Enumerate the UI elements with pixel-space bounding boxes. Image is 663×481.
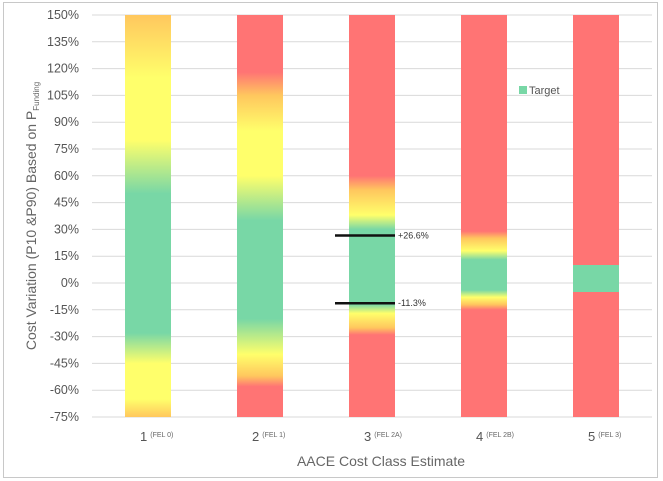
x-category-labels: 1 (FEL 0) 2 (FEL 1) 3 (FEL 2A) 4 (FEL 2B) 5 (FEL … (140, 429, 621, 444)
bar-class-1 (125, 15, 171, 417)
y-tick-label: 75% (54, 142, 79, 156)
y-tick-label: -75% (50, 410, 79, 424)
category-number: 2 (252, 429, 259, 444)
category-sub: (FEL 2B) (486, 432, 514, 439)
y-tick-label: 135% (47, 35, 79, 49)
category-sub: (FEL 1) (262, 432, 285, 439)
y-tick-label: 120% (47, 62, 79, 76)
legend-label: Target (529, 85, 560, 97)
y-tick-label: 30% (54, 222, 79, 236)
range-marker-label: -11.3% (398, 298, 426, 308)
x-category-label: 4 (FEL 2B) (476, 429, 514, 444)
x-axis-title: AACE Cost Class Estimate (297, 453, 465, 469)
y-tick-label: 105% (47, 88, 79, 102)
y-tick-label: -15% (50, 303, 79, 317)
category-sub: (FEL 3) (598, 432, 621, 439)
y-tick-label: 150% (47, 8, 79, 22)
bar-class-2 (237, 15, 283, 417)
category-number: 1 (140, 429, 147, 444)
y-tick-label: -30% (50, 330, 79, 344)
x-category-label: 1 (FEL 0) (140, 429, 173, 444)
category-number: 5 (588, 429, 595, 444)
category-sub: (FEL 2A) (374, 432, 402, 439)
y-tick-label: 45% (54, 196, 79, 210)
y-tick-label: 90% (54, 115, 79, 129)
y-axis-title-main: Cost Variation (P10 &P90) Based on P (23, 111, 39, 350)
y-tick-label: 0% (61, 276, 79, 290)
y-axis-title-subscript: Funding (32, 82, 41, 111)
x-category-label: 3 (FEL 2A) (364, 429, 402, 444)
y-axis-title: Cost Variation (P10 &P90) Based on PFund… (23, 82, 41, 350)
y-tick-label: 60% (54, 169, 79, 183)
x-category-label: 2 (FEL 1) (252, 429, 285, 444)
category-number: 4 (476, 429, 483, 444)
annotations: +26.6% -11.3% (335, 230, 429, 308)
bar-class-5 (573, 15, 619, 417)
x-category-label: 5 (FEL 3) (588, 429, 621, 444)
bar-class-3 (349, 15, 395, 417)
range-marker-label: +26.6% (398, 230, 429, 240)
bar-class-4 (461, 15, 507, 417)
y-tick-label: -60% (50, 383, 79, 397)
legend-swatch (519, 86, 527, 94)
y-tick-labels: 150% 135% 120% 105% 90% 75% 60% 45% 30% 15% 0% -15%… (47, 8, 79, 424)
legend: Target (519, 85, 560, 97)
y-tick-label: 15% (54, 249, 79, 263)
bars (125, 15, 619, 417)
y-tick-label: -45% (50, 356, 79, 370)
category-number: 3 (364, 429, 371, 444)
category-sub: (FEL 0) (150, 432, 173, 439)
